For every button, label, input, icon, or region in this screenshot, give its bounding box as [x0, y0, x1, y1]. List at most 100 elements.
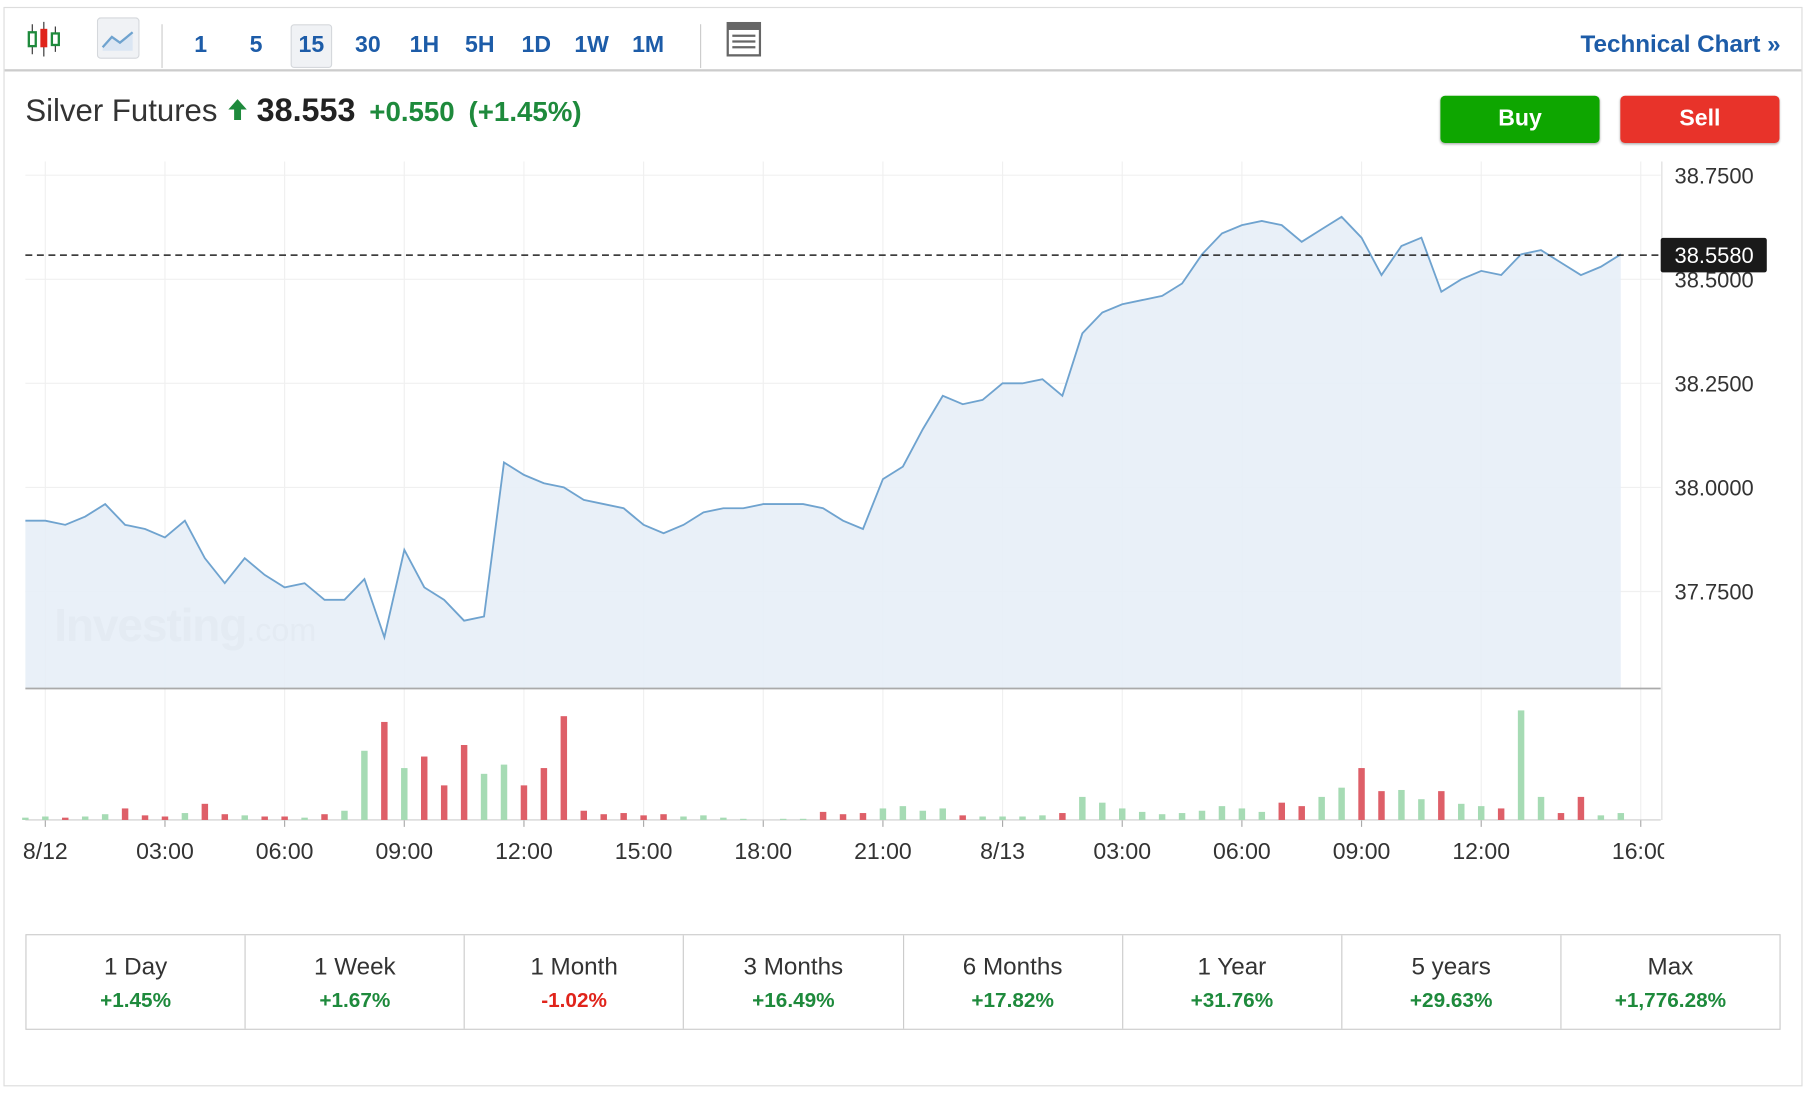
x-tick-label: 12:00 — [1452, 838, 1510, 864]
period-change[interactable]: +1,776.28% — [1614, 988, 1727, 1012]
interval-button[interactable]: 5H — [464, 32, 495, 58]
volume-bar — [1138, 811, 1146, 820]
interval-button[interactable]: 1M — [632, 32, 665, 58]
x-tick-label: 03:00 — [136, 838, 194, 864]
performance-cell[interactable]: 6 Months +17.82% — [904, 935, 1123, 1029]
interval-button[interactable]: 5 — [249, 32, 263, 58]
volume-bar — [1198, 810, 1206, 820]
period-label[interactable]: 5 years — [1411, 953, 1491, 981]
performance-cell[interactable]: Max +1,776.28% — [1561, 935, 1779, 1028]
volume-bar — [62, 817, 69, 820]
period-label[interactable]: 1 Week — [313, 953, 396, 981]
volume-bar — [42, 816, 49, 820]
volume-bar — [1158, 814, 1166, 820]
chevron[interactable]: » — [1767, 31, 1781, 58]
volume-bar — [1458, 803, 1465, 820]
period-label[interactable]: 3 Months — [743, 953, 844, 981]
interval-button[interactable]: 1D — [521, 32, 552, 58]
period-change[interactable]: +1.45% — [100, 988, 172, 1012]
performance-cell[interactable]: 1 Month -1.02% — [465, 935, 685, 1029]
interval-button[interactable]: 1H — [409, 32, 440, 58]
volume-bar — [819, 811, 827, 820]
volume-bar — [361, 750, 368, 820]
volume-bar — [1338, 787, 1345, 820]
change-percent: (+1.45%) — [468, 96, 582, 129]
up-arrow — [227, 99, 247, 120]
volume-bar — [500, 764, 508, 820]
volume-bar — [1378, 791, 1385, 820]
volume-bar — [1119, 808, 1126, 820]
volume-bar — [1537, 796, 1545, 820]
sell-button[interactable]: Sell — [1620, 95, 1780, 144]
period-label[interactable]: Max — [1647, 953, 1694, 981]
volume-bar — [1497, 808, 1505, 820]
toolbar: 1 5 15 30 1H 5H 1D 1W 1M Technical Chart » — [4, 8, 1802, 72]
separator — [161, 24, 163, 69]
volume-bar — [301, 817, 308, 820]
volume-bar — [1557, 813, 1565, 820]
separator — [700, 24, 702, 69]
x-tick-label: 12:00 — [495, 838, 553, 864]
change: +0.550 — [369, 96, 455, 129]
volume-bar — [1517, 710, 1525, 820]
buy-button[interactable]: Buy — [1440, 95, 1600, 144]
volume-bar — [440, 785, 448, 820]
x-tick-label: 09:00 — [375, 838, 433, 864]
volume-bar — [899, 806, 907, 820]
period-change[interactable]: +16.49% — [752, 988, 835, 1012]
volume-bar — [600, 814, 607, 820]
period-change[interactable]: +31.76% — [1190, 988, 1274, 1012]
volume-bar — [1438, 791, 1445, 820]
price-line — [25, 215, 1622, 641]
volume-bar — [1398, 789, 1405, 820]
volume-bar — [520, 785, 528, 820]
volume-bar — [580, 810, 588, 820]
volume-bar — [1278, 802, 1286, 820]
period-change[interactable]: +29.63% — [1409, 988, 1493, 1012]
period-label[interactable]: 1 Month — [530, 953, 618, 981]
volume-bar — [540, 768, 548, 820]
volume-bar — [261, 816, 268, 820]
performance-cell[interactable]: 3 Months +16.49% — [684, 935, 904, 1029]
performance-cell[interactable]: 1 Week +1.67% — [246, 935, 466, 1029]
candlestick-icon[interactable] — [25, 20, 62, 59]
performance-cell[interactable]: 1 Year +31.76% — [1123, 935, 1343, 1029]
volume-bar — [1358, 768, 1365, 820]
price: 38.553 — [256, 92, 356, 129]
volume-bar — [1178, 813, 1186, 820]
x-tick-label: 8/12 — [23, 838, 68, 864]
x-tick-label: 15:00 — [615, 838, 673, 864]
line-chart-icon[interactable] — [96, 17, 140, 59]
volume-bar — [919, 810, 927, 820]
volume-bar — [999, 816, 1006, 820]
volume-bar — [241, 815, 248, 820]
period-label[interactable]: 1 Year — [1197, 953, 1267, 981]
period-label[interactable]: 1 Day — [103, 953, 168, 981]
interval-button[interactable]: 15 — [290, 24, 333, 69]
volume-bar — [1477, 806, 1485, 820]
volume-bar — [720, 817, 727, 820]
period-change[interactable]: -1.02% — [541, 988, 607, 1012]
interval-button[interactable]: 30 — [355, 32, 381, 58]
performance-cell[interactable]: 1 Day +1.45% — [27, 935, 246, 1029]
volume-bar — [740, 818, 747, 820]
table-icon[interactable] — [726, 21, 762, 57]
volume-bar — [1079, 796, 1086, 820]
interval-button[interactable]: 1 — [194, 32, 208, 58]
interval-button[interactable]: 1W — [574, 32, 609, 58]
y-tick-label: 38.2500 — [1675, 371, 1754, 396]
period-change[interactable]: +17.82% — [971, 988, 1054, 1012]
volume-bar — [1318, 796, 1325, 820]
period-change[interactable]: +1.67% — [319, 988, 391, 1012]
y-tick-label: 38.0000 — [1675, 475, 1754, 500]
technical-chart-link[interactable]: Technical Chart » — [1581, 31, 1781, 59]
x-tick-label: 21:00 — [854, 838, 912, 864]
volume-bar — [1059, 813, 1066, 820]
link-text[interactable]: Technical Chart — [1580, 31, 1761, 58]
period-label[interactable]: 6 Months — [962, 953, 1063, 981]
volume-bar — [859, 813, 867, 820]
y-tick-label: 37.7500 — [1675, 580, 1754, 605]
performance-cell[interactable]: 5 years +29.63% — [1342, 935, 1562, 1029]
volume-bar — [1099, 802, 1106, 820]
